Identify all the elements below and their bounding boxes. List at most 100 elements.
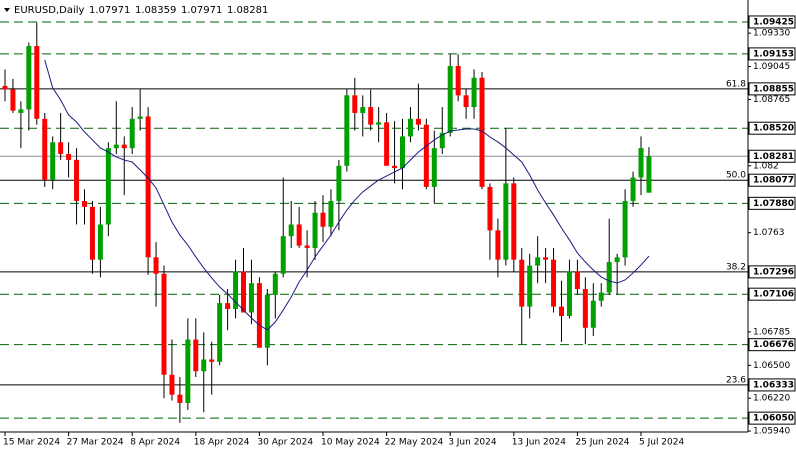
moving-average bbox=[44, 59, 650, 331]
candle-body bbox=[590, 300, 596, 328]
candle-body bbox=[479, 77, 485, 187]
candle-body bbox=[503, 183, 509, 260]
candle-body bbox=[256, 283, 262, 348]
candle-body bbox=[10, 89, 16, 111]
candle-body bbox=[201, 359, 207, 372]
level-price-box bbox=[748, 173, 796, 187]
level-price-label: 1.08281 bbox=[753, 152, 794, 162]
level-price-label: 1.07880 bbox=[753, 199, 794, 209]
candle-body bbox=[241, 271, 246, 313]
y-tick-label: 1.06785 bbox=[753, 327, 790, 337]
candle-body bbox=[280, 236, 286, 274]
x-tick-label: 30 Apr 2024 bbox=[257, 438, 313, 448]
candle-body bbox=[352, 95, 358, 113]
candle-body bbox=[320, 212, 326, 227]
candle-body bbox=[447, 65, 453, 133]
menu-arrow[interactable] bbox=[4, 8, 10, 12]
candle-body bbox=[574, 271, 580, 290]
candle-body bbox=[384, 122, 390, 166]
y-tick-label: 1.06220 bbox=[753, 394, 790, 404]
candle-body bbox=[185, 339, 191, 403]
x-tick-label: 5 Jul 2024 bbox=[639, 438, 684, 448]
candle-body bbox=[463, 95, 469, 108]
level-price-box bbox=[748, 82, 796, 96]
candle-body bbox=[559, 306, 564, 317]
candle-body bbox=[177, 394, 183, 403]
candle-body bbox=[97, 224, 103, 260]
candle-body bbox=[312, 212, 318, 248]
candle-body bbox=[296, 224, 302, 246]
candle-body bbox=[622, 200, 628, 258]
candle-body bbox=[495, 230, 501, 260]
x-tick-label: 3 Jun 2024 bbox=[448, 438, 497, 448]
candle-body bbox=[630, 177, 636, 201]
y-tick-label: 1.06500 bbox=[753, 361, 790, 371]
candle-body bbox=[368, 107, 374, 125]
candle-body bbox=[18, 109, 24, 113]
candle-body bbox=[264, 294, 270, 348]
level-price-box bbox=[748, 196, 796, 210]
candle-body bbox=[638, 148, 644, 178]
level-price-box bbox=[748, 411, 796, 425]
candle-body bbox=[113, 144, 119, 149]
candle-body bbox=[646, 156, 652, 193]
candle-body bbox=[169, 374, 175, 395]
candle-body bbox=[82, 200, 87, 207]
candle-body bbox=[535, 257, 541, 266]
candle-body bbox=[2, 85, 8, 90]
candle-body bbox=[137, 116, 143, 119]
level-price-box bbox=[748, 15, 796, 29]
x-tick-label: 13 Jun 2024 bbox=[512, 438, 566, 448]
candle-body bbox=[328, 200, 334, 227]
candle-body bbox=[519, 259, 525, 307]
level-price-label: 1.07296 bbox=[753, 267, 794, 277]
x-tick-label: 25 Jun 2024 bbox=[575, 438, 629, 448]
header-low: 1.07971 bbox=[181, 5, 222, 16]
fib-label: 23.6 bbox=[726, 375, 746, 385]
candle-body bbox=[272, 273, 278, 295]
candle-body bbox=[431, 148, 437, 187]
header-open: 1.07971 bbox=[89, 5, 130, 16]
x-tick-label: 27 Mar 2024 bbox=[67, 438, 124, 448]
candle-body bbox=[400, 136, 405, 169]
candle-body bbox=[66, 154, 72, 160]
candle-body bbox=[50, 142, 56, 180]
candle-body bbox=[543, 257, 549, 260]
y-tick-label: 1.082 bbox=[753, 161, 779, 171]
fib-label: 38.2 bbox=[726, 262, 746, 272]
level-price-label: 1.06050 bbox=[753, 414, 794, 424]
level-price-label: 1.07106 bbox=[753, 290, 794, 300]
candle-body bbox=[105, 148, 111, 225]
candle-body bbox=[145, 116, 151, 258]
x-tick-label: 22 May 2024 bbox=[385, 438, 444, 448]
candle-body bbox=[209, 359, 215, 362]
candle-body bbox=[551, 259, 557, 307]
fib-label: 61.8 bbox=[726, 79, 746, 89]
candle-body bbox=[360, 107, 366, 113]
x-tick-label: 10 May 2024 bbox=[321, 438, 380, 448]
candle-body bbox=[455, 65, 461, 96]
level-price-box bbox=[748, 47, 796, 61]
candle-body bbox=[153, 257, 159, 274]
candle-body bbox=[614, 257, 620, 263]
x-tick-label: 15 Mar 2024 bbox=[3, 438, 60, 448]
candle-body bbox=[407, 118, 413, 137]
level-price-label: 1.08855 bbox=[753, 84, 794, 94]
candle-body bbox=[129, 118, 135, 149]
fib-label: 50.0 bbox=[726, 171, 746, 181]
candle-body bbox=[89, 206, 95, 260]
candle-body bbox=[598, 292, 604, 301]
level-price-label: 1.06333 bbox=[753, 380, 794, 390]
y-tick-label: 1.05940 bbox=[753, 427, 790, 437]
candle-body bbox=[606, 262, 612, 293]
candle-body bbox=[34, 46, 40, 119]
y-tick-label: 1.09330 bbox=[753, 29, 790, 39]
level-price-label: 1.09153 bbox=[753, 49, 794, 59]
x-tick-label: 8 Apr 2024 bbox=[130, 438, 180, 448]
candle-body bbox=[439, 132, 445, 149]
candle-body bbox=[42, 118, 48, 180]
level-price-box bbox=[748, 121, 796, 135]
candle-body bbox=[304, 245, 310, 248]
candle-body bbox=[487, 186, 493, 231]
